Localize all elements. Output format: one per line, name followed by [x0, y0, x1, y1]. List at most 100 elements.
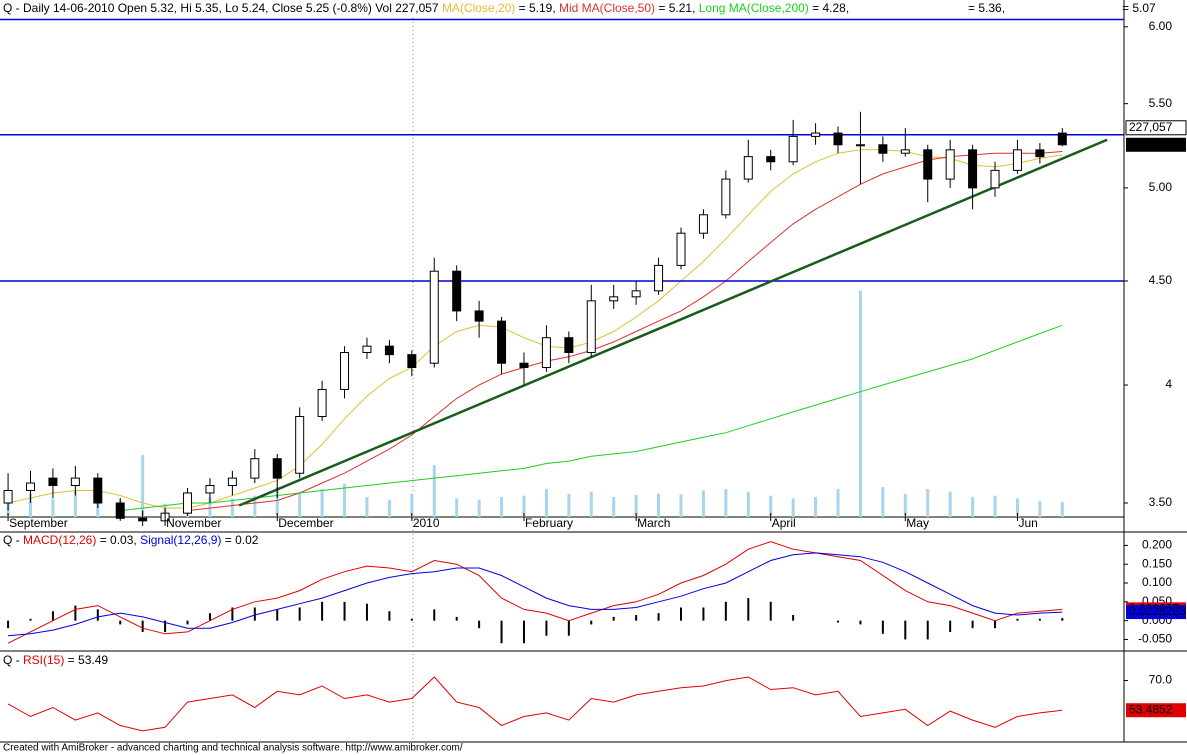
candle-body: [384, 345, 394, 356]
legend-entry: MACD(12,26): [23, 533, 96, 547]
volume-bar: [567, 493, 571, 517]
header-text: = 0.02: [221, 533, 258, 547]
legend-entry: Mid MA(Close,50): [559, 1, 655, 15]
candle-body: [272, 458, 282, 479]
value-box-label: 0.0228283: [1129, 604, 1186, 618]
header-text: = 5.07: [1122, 1, 1156, 15]
y-tick-label: 0.100: [1142, 575, 1172, 589]
candle-body: [811, 132, 821, 137]
volume-bar: [343, 483, 347, 517]
volume-bar: [791, 498, 795, 517]
candle-body: [586, 300, 596, 354]
volume-bar: [275, 487, 279, 517]
volume-bar: [522, 495, 526, 517]
volume-bar: [769, 495, 773, 517]
volume-bar: [387, 499, 391, 517]
x-tick-label: April: [772, 516, 796, 530]
x-tick-label: November: [166, 516, 221, 530]
candle-body: [362, 345, 372, 354]
volume-bar: [208, 497, 212, 517]
value-box: [1126, 137, 1186, 152]
volume-bar: [679, 494, 683, 517]
candle-body: [833, 132, 843, 146]
candle-body: [1057, 132, 1067, 146]
header-text: = 5.21,: [655, 1, 699, 15]
header-text: Q - Daily 14-06-2010 Open 5.32, Hi 5.35,…: [3, 1, 442, 15]
trendline: [238, 138, 1108, 507]
value-box-label: 5.25: [1129, 137, 1153, 151]
volume-bar: [1060, 501, 1064, 517]
value-box: [1126, 703, 1186, 718]
x-tick-label: 2010: [413, 516, 440, 530]
rsi-header: Q - RSI(15) = 53.49: [3, 653, 108, 667]
volume-bar: [612, 497, 616, 517]
legend-entry: Signal(12,26,9): [140, 533, 221, 547]
candle-body: [26, 482, 36, 491]
candle-body: [138, 517, 148, 522]
candle-body: [183, 492, 193, 514]
y-tick-label: 3.50: [1149, 495, 1173, 509]
candle-body: [766, 156, 776, 163]
candle-body: [250, 458, 260, 479]
volume-bar: [589, 491, 593, 517]
candle-body: [474, 310, 484, 322]
y-tick-label: -0.050: [1138, 632, 1172, 646]
candle-body: [429, 270, 439, 364]
candle-body: [227, 477, 237, 487]
volume-bar: [73, 490, 77, 517]
volume-bar: [993, 495, 997, 517]
legend-entry: Long MA(Close,200): [699, 1, 809, 15]
volume-bar: [724, 489, 728, 517]
candle-body: [48, 477, 58, 487]
candle-body: [900, 149, 910, 154]
header-text: = 5.19,: [515, 1, 559, 15]
legend-entry: RSI(15): [23, 653, 64, 667]
volume-bar: [948, 491, 952, 517]
candle-body: [564, 337, 574, 354]
series-line: [187, 151, 1063, 512]
volume-bar: [701, 490, 705, 517]
volume-bar: [298, 491, 302, 517]
series-line: [7, 676, 1063, 732]
candle-body: [70, 477, 80, 487]
candle-body: [205, 485, 215, 494]
footer: Created with AmiBroker - advanced charti…: [3, 743, 463, 754]
x-tick-label: December: [278, 516, 333, 530]
candle-body: [609, 296, 619, 302]
volume-bar: [814, 497, 818, 517]
candle-body: [115, 502, 125, 519]
candle-body: [878, 144, 888, 154]
volume-bar: [320, 489, 324, 517]
x-tick-label: May: [906, 516, 929, 530]
price-header: Q - Daily 14-06-2010 Open 5.32, Hi 5.35,…: [3, 1, 849, 15]
value-box-label: 227,057: [1129, 120, 1173, 134]
volume-bar: [230, 498, 234, 517]
candle-body: [340, 352, 350, 390]
volume-bar: [634, 495, 638, 517]
x-tick-label: March: [637, 516, 670, 530]
volume-bar: [477, 499, 481, 517]
volume-bar: [141, 455, 145, 517]
value-box: [1125, 120, 1187, 136]
y-tick-label: 4.50: [1149, 273, 1173, 287]
candle-body: [990, 169, 1000, 189]
candle-body: [743, 156, 753, 180]
legend-entry: MA(Close,20): [442, 1, 515, 15]
candle-body: [676, 232, 686, 266]
volume-bar: [51, 498, 55, 517]
volume-bar: [836, 489, 840, 517]
x-tick-label: September: [9, 516, 68, 530]
candle-body: [519, 362, 529, 369]
volume-bar: [903, 493, 907, 517]
candle-body: [452, 270, 462, 312]
header-text: = 5.36,: [968, 1, 1005, 15]
macd-header: Q - MACD(12,26) = 0.03, Signal(12,26,9) …: [3, 533, 259, 547]
candle-body: [855, 144, 865, 147]
candle-body: [698, 214, 708, 234]
y-tick-label: 5.00: [1149, 180, 1173, 194]
candle-body: [631, 290, 641, 298]
header-text: = 0.03,: [96, 533, 140, 547]
volume-bar: [410, 493, 414, 517]
